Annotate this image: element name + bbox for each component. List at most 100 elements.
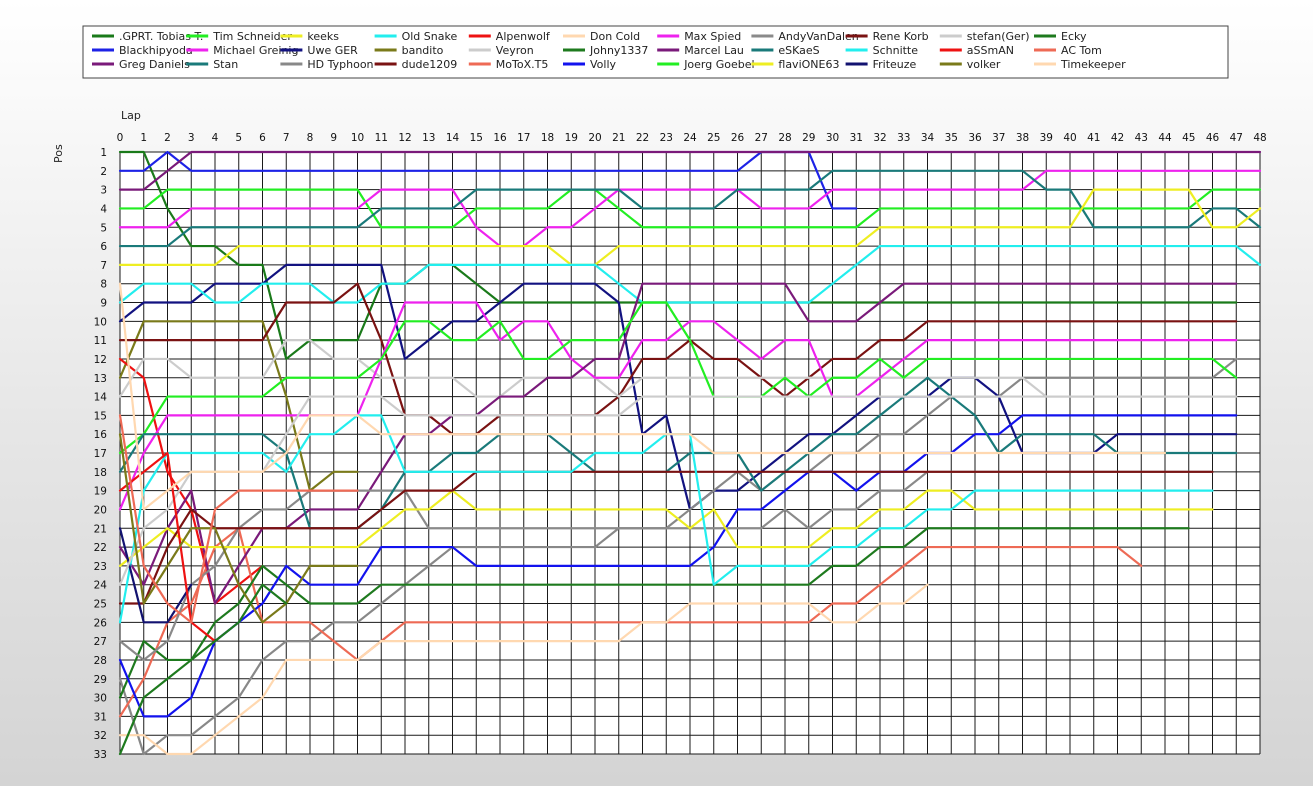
- legend-entry: dude1209: [402, 58, 458, 71]
- x-tick-label: 4: [212, 132, 219, 144]
- x-tick-label: 47: [1230, 132, 1243, 144]
- x-tick-label: 10: [351, 132, 364, 144]
- x-tick-label: 33: [897, 132, 910, 144]
- legend-entry: Joerg Goebel: [683, 58, 754, 71]
- y-axis-label: Pos: [52, 144, 65, 163]
- legend-entry: Uwe GER: [307, 44, 358, 57]
- y-tick-label: 24: [94, 580, 108, 592]
- x-tick-label: 3: [188, 132, 195, 144]
- series-line: [118, 169, 1262, 248]
- x-tick-label: 40: [1063, 132, 1076, 144]
- series-line: [118, 301, 1238, 511]
- series-line: [118, 583, 288, 756]
- series-line: [118, 150, 858, 210]
- x-axis-label: Lap: [121, 109, 141, 122]
- legend-entry: AndyVanDalen: [778, 30, 858, 43]
- series-line: [118, 527, 193, 624]
- y-tick-label: 25: [94, 599, 107, 611]
- x-tick-label: 34: [921, 132, 935, 144]
- x-tick-label: 2: [164, 132, 171, 144]
- legend-entry: Timekeeper: [1060, 58, 1126, 71]
- legend-entry: eSKaeS: [778, 44, 819, 57]
- legend-entry: Blackhipyoda: [119, 44, 193, 57]
- y-tick-label: 15: [94, 410, 107, 422]
- y-tick-label: 32: [94, 730, 107, 742]
- legend-entry: MoToX.T5: [496, 58, 549, 71]
- x-tick-label: 38: [1016, 132, 1029, 144]
- x-tick-label: 37: [992, 132, 1005, 144]
- legend-entry: Johny1337: [589, 44, 648, 57]
- legend-entry: flaviONE63: [778, 58, 839, 71]
- y-tick-label: 20: [94, 504, 107, 516]
- legend-entry: Marcel Lau: [684, 44, 744, 57]
- y-tick-label: 10: [94, 316, 107, 328]
- x-tick-label: 41: [1087, 132, 1100, 144]
- x-tick-label: 5: [235, 132, 242, 144]
- y-tick-label: 16: [94, 429, 108, 441]
- x-tick-label: 43: [1135, 132, 1148, 144]
- series-line: [118, 395, 1238, 586]
- series-line: [118, 169, 1262, 248]
- x-tick-label: 24: [683, 132, 697, 144]
- legend-entry: Don Cold: [590, 30, 640, 43]
- y-tick-label: 7: [100, 260, 107, 272]
- series-line: [118, 244, 1262, 304]
- y-tick-label: 30: [94, 693, 107, 705]
- x-tick-label: 25: [707, 132, 720, 144]
- series-line: [118, 451, 217, 643]
- y-tick-label: 13: [94, 373, 107, 385]
- legend-entry: Schnitte: [873, 44, 919, 57]
- series-line: [118, 376, 1238, 530]
- x-tick-label: 26: [731, 132, 745, 144]
- x-tick-label: 36: [968, 132, 982, 144]
- y-tick-label: 14: [94, 392, 108, 404]
- y-tick-label: 21: [94, 523, 107, 535]
- x-tick-label: 8: [307, 132, 314, 144]
- legend-entry: Veyron: [496, 44, 534, 57]
- x-tick-label: 9: [330, 132, 337, 144]
- series-line: [118, 433, 359, 624]
- y-tick-label: 4: [100, 203, 107, 215]
- y-tick-label: 8: [100, 279, 107, 291]
- series-line: [118, 527, 1190, 699]
- y-tick-label: 28: [94, 655, 107, 667]
- series-line: [118, 489, 1214, 567]
- x-tick-label: 35: [945, 132, 958, 144]
- series-line: [118, 583, 929, 756]
- legend-entry: Ecky: [1061, 30, 1087, 43]
- x-tick-label: 16: [493, 132, 507, 144]
- x-tick-label: 18: [541, 132, 554, 144]
- series-line: [118, 301, 1238, 455]
- y-tick-label: 31: [94, 711, 107, 723]
- y-tick-label: 12: [94, 354, 107, 366]
- legend-entry: AC Tom: [1061, 44, 1102, 57]
- y-tick-label: 17: [94, 448, 107, 460]
- series-line: [118, 282, 1167, 511]
- x-tick-label: 19: [565, 132, 578, 144]
- series-line: [118, 414, 1238, 718]
- y-tick-label: 23: [94, 561, 107, 573]
- legend-entry: Stan: [213, 58, 238, 71]
- y-tick-label: 26: [94, 617, 108, 629]
- y-tick-label: 2: [100, 166, 107, 178]
- series-line: [118, 150, 1262, 191]
- x-tick-label: 42: [1111, 132, 1124, 144]
- legend-entry: .GPRT. Tobias T.: [119, 30, 203, 43]
- y-tick-label: 1: [100, 147, 107, 159]
- legend-entry: Tim Schneider: [212, 30, 292, 43]
- x-tick-label: 22: [636, 132, 649, 144]
- x-tick-label: 48: [1253, 132, 1266, 144]
- x-tick-label: 11: [375, 132, 388, 144]
- x-tick-label: 39: [1040, 132, 1053, 144]
- legend-entry: Michael Greinig: [213, 44, 298, 57]
- series-line: [118, 527, 1143, 718]
- y-tick-label: 5: [100, 222, 107, 234]
- x-tick-label: 0: [117, 132, 124, 144]
- x-tick-label: 31: [850, 132, 863, 144]
- legend-entry: Friteuze: [873, 58, 917, 71]
- x-tick-label: 30: [826, 132, 839, 144]
- series-lines: [118, 150, 1262, 756]
